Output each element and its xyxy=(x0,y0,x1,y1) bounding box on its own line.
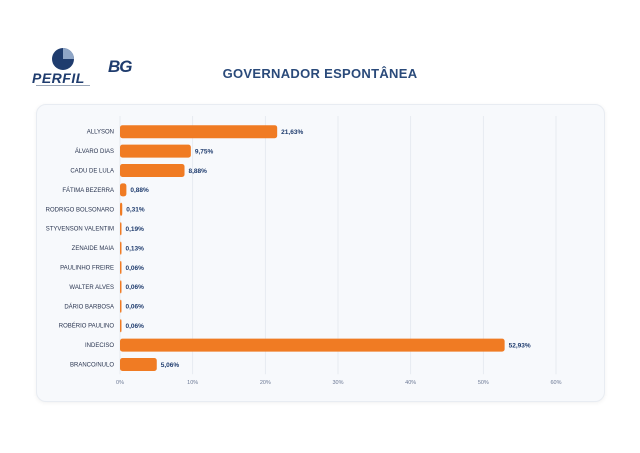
bar xyxy=(120,222,122,236)
bar xyxy=(120,261,122,274)
x-tick-label: 0% xyxy=(116,380,124,386)
value-label: 0,19% xyxy=(126,226,145,233)
x-tick-label: 50% xyxy=(478,380,489,386)
category-label: ZENAIDE MAIA xyxy=(72,246,114,252)
value-label: 9,75% xyxy=(195,148,214,155)
value-label: 0,06% xyxy=(126,304,145,311)
x-tick-label: 20% xyxy=(260,380,271,386)
category-label: FÁTIMA BEZERRA xyxy=(62,187,114,194)
bar xyxy=(120,183,127,197)
category-label: WALTER ALVES xyxy=(69,285,114,291)
bar xyxy=(120,125,278,139)
value-label: 0,88% xyxy=(130,187,149,194)
bar xyxy=(120,164,185,177)
category-label: PAULINHO FREIRE xyxy=(60,266,114,272)
bar xyxy=(120,358,157,371)
value-label: 52,93% xyxy=(509,342,531,349)
perfil-logo-text: PERFIL xyxy=(32,70,85,86)
bar xyxy=(120,144,191,158)
bg-logo: BG xyxy=(108,57,132,76)
bar xyxy=(120,280,122,294)
page-title: GOVERNADOR ESPONTÂNEA xyxy=(222,66,418,81)
header: PERFIL BG GOVERNADOR ESPONTÂNEA xyxy=(0,0,640,100)
category-label: DÁRIO BARBOSA xyxy=(64,303,114,310)
value-label: 0,06% xyxy=(126,284,145,291)
value-label: 8,88% xyxy=(189,168,208,175)
category-label: INDECISO xyxy=(85,343,114,349)
bar xyxy=(120,241,122,255)
bar-chart: 0% 10% 20% 30% 40% 50% 60% ALLYSON 21,63% ÁLVARO … xyxy=(46,116,562,386)
category-label: ALLYSON xyxy=(87,130,114,136)
category-label: STYVENSON VALENTIM xyxy=(46,227,114,233)
perfil-logo-icon xyxy=(52,48,74,70)
perfil-logo-underline xyxy=(36,85,90,86)
value-label: 5,06% xyxy=(161,362,180,369)
category-label: CADU DE LULA xyxy=(70,169,114,175)
value-label: 0,31% xyxy=(126,207,145,214)
value-label: 0,06% xyxy=(126,323,145,330)
bar xyxy=(120,319,122,333)
category-label: RODRIGO BOLSONARO xyxy=(46,207,115,213)
bar xyxy=(120,202,123,216)
value-label: 21,63% xyxy=(281,129,303,136)
perfil-logo: PERFIL xyxy=(30,48,92,88)
x-tick-label: 30% xyxy=(332,380,343,386)
x-tick-label: 60% xyxy=(550,380,561,386)
category-label: BRANCO/NULO xyxy=(70,363,114,369)
bar xyxy=(120,338,505,352)
category-label: ROBÉRIO PAULINO xyxy=(59,323,115,330)
bar xyxy=(120,299,122,313)
x-tick-label: 40% xyxy=(405,380,416,386)
x-tick-label: 10% xyxy=(187,380,198,386)
value-label: 0,13% xyxy=(126,245,145,252)
category-label: ÁLVARO DIAS xyxy=(75,148,114,155)
value-label: 0,06% xyxy=(126,265,145,272)
